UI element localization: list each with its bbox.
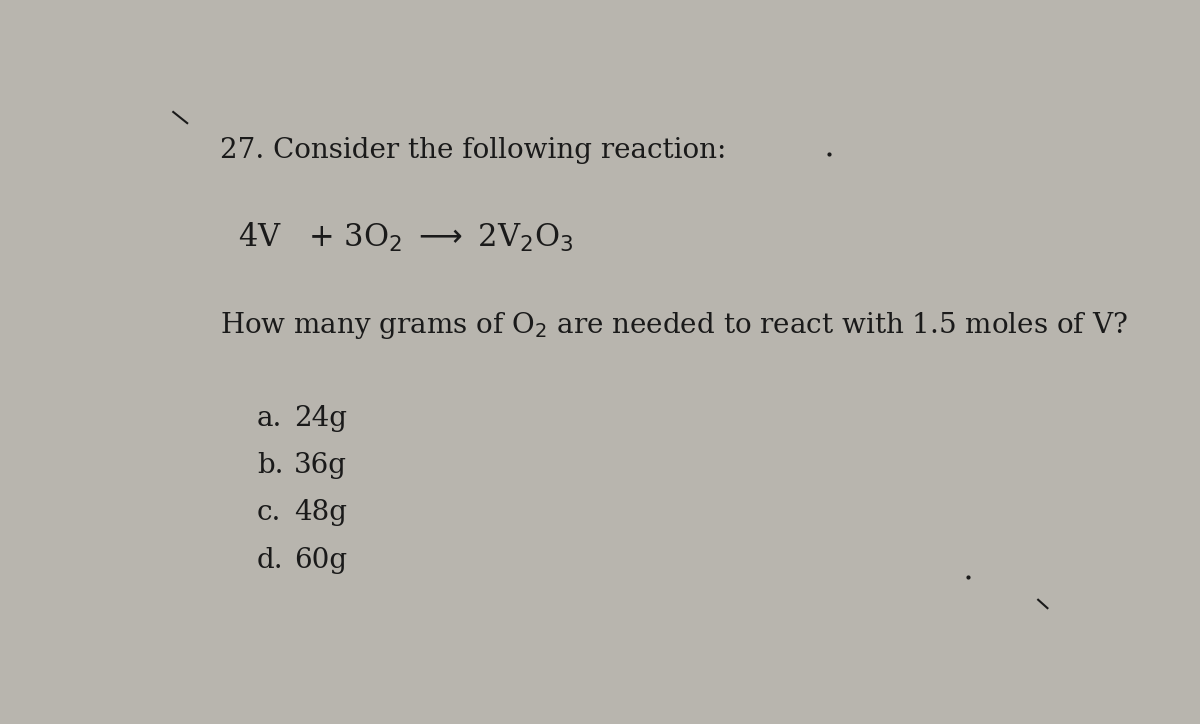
Text: 27. Consider the following reaction:: 27. Consider the following reaction: [220, 137, 726, 164]
Text: 60g: 60g [294, 547, 347, 574]
Text: 48g: 48g [294, 500, 347, 526]
Text: 24g: 24g [294, 405, 347, 432]
Text: 4V   + 3O$_2$ $\longrightarrow$ 2V$_2$O$_3$: 4V + 3O$_2$ $\longrightarrow$ 2V$_2$O$_3… [239, 221, 574, 254]
Text: c.: c. [257, 500, 281, 526]
Text: 36g: 36g [294, 452, 347, 479]
Text: a.: a. [257, 405, 282, 432]
Text: b.: b. [257, 452, 283, 479]
Text: d.: d. [257, 547, 283, 574]
Text: How many grams of O$_2$ are needed to react with 1.5 moles of V?: How many grams of O$_2$ are needed to re… [220, 310, 1127, 341]
